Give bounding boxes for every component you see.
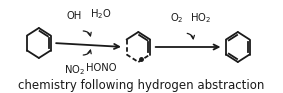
Text: OH: OH — [67, 11, 82, 21]
Text: O$_2$: O$_2$ — [170, 11, 184, 25]
Text: HO$_2$: HO$_2$ — [190, 11, 211, 25]
Text: chemistry following hydrogen abstraction: chemistry following hydrogen abstraction — [18, 79, 265, 92]
FancyArrowPatch shape — [83, 50, 91, 55]
Text: H$_2$O: H$_2$O — [91, 7, 112, 21]
Text: HONO: HONO — [86, 63, 117, 73]
FancyArrowPatch shape — [83, 31, 91, 36]
Text: NO$_2$: NO$_2$ — [64, 63, 85, 77]
FancyArrowPatch shape — [187, 33, 194, 39]
